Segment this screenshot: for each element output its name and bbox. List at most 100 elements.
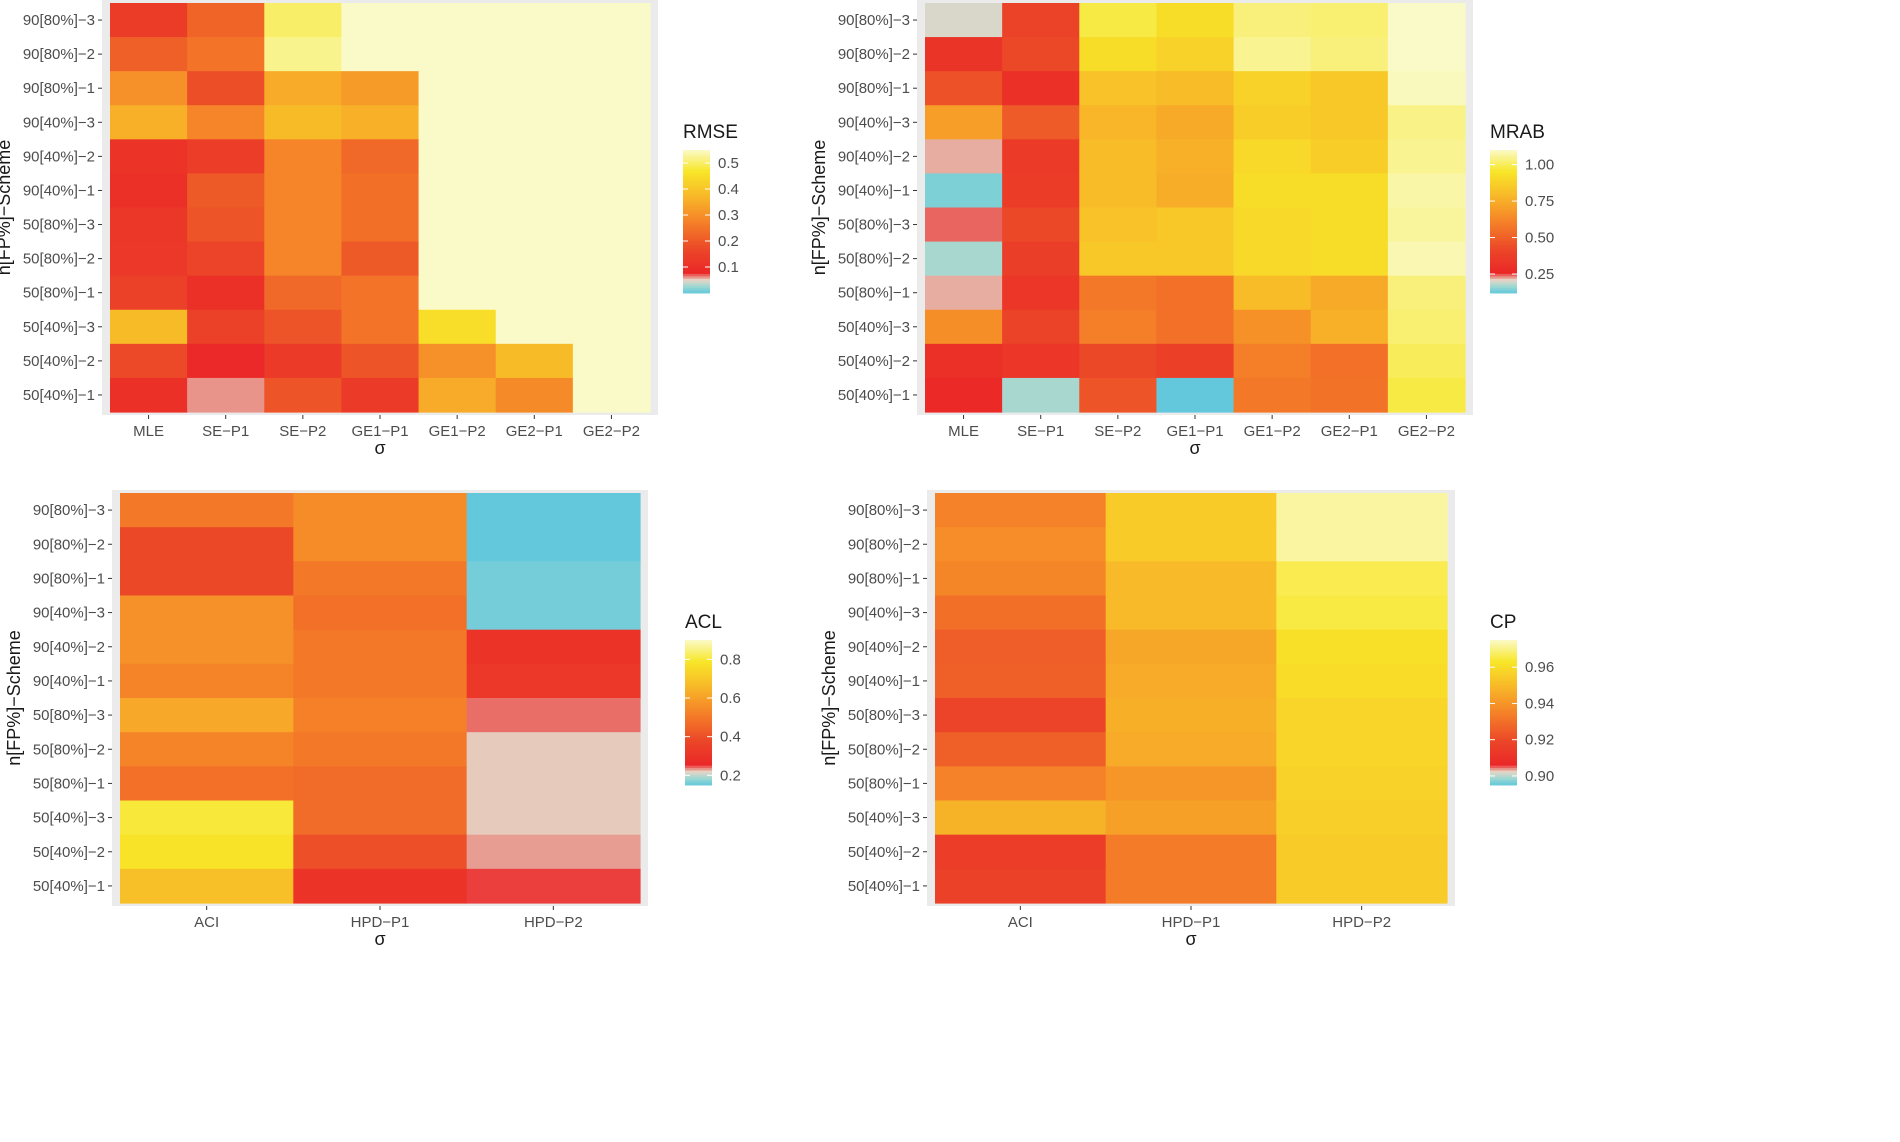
heatmap-tile: [495, 3, 574, 38]
heatmap-tile: [110, 343, 188, 379]
heatmap-tile: [935, 868, 1107, 904]
colorbar-segment: [1490, 777, 1517, 781]
heatmap-tile: [187, 37, 265, 72]
y-axis-title: n[FP%]−Scheme: [4, 630, 24, 766]
colorbar-segment: [685, 678, 712, 682]
colorbar-segment: [1490, 216, 1517, 220]
heatmap-tile: [1310, 3, 1389, 38]
heatmap-tile: [495, 105, 574, 140]
colorbar-segment: [1490, 736, 1517, 740]
colorbar-segment: [1490, 159, 1517, 163]
heatmap-tile: [1387, 241, 1466, 277]
legend-title: MRAB: [1490, 122, 1545, 143]
colorbar-segment: [1490, 262, 1517, 265]
colorbar-segment: [683, 276, 710, 280]
colorbar-segment: [685, 758, 712, 762]
heatmap-tile: [1387, 139, 1466, 175]
heatmap-tile: [341, 105, 420, 140]
y-tick-label: 50[80%]−3: [23, 217, 95, 234]
colorbar-segment: [685, 717, 712, 721]
colorbar-segment: [1490, 226, 1517, 230]
heatmap-tile: [1079, 105, 1158, 140]
y-tick-label: 50[40%]−1: [23, 387, 95, 404]
heatmap-tile: [1156, 37, 1235, 72]
colorbar-segment: [683, 262, 710, 265]
heatmap-tile: [187, 275, 265, 311]
heatmap-tile: [1387, 377, 1466, 413]
heatmap-tile: [1156, 139, 1235, 175]
heatmap-tile: [264, 3, 343, 38]
colorbar-segment: [1490, 273, 1517, 277]
heatmap-tile: [1156, 343, 1235, 379]
heatmap-tile: [1079, 309, 1158, 345]
legend-tick-label: 0.2: [720, 767, 741, 784]
colorbar-legend: MRAB 0.25 0.50 0.75 1.00: [1490, 122, 1554, 294]
colorbar-segment: [683, 197, 710, 201]
colorbar-segment: [685, 782, 712, 786]
heatmap-tile: [1002, 207, 1080, 243]
colorbar-segment: [683, 202, 710, 206]
y-tick-label: 90[40%]−1: [33, 673, 105, 690]
legend-tick-label: 0.2: [718, 233, 739, 250]
colorbar-segment: [1490, 671, 1517, 675]
heatmap-tile: [120, 732, 294, 767]
colorbar-segment: [685, 647, 712, 651]
heatmap-tile: [466, 595, 641, 631]
heatmap-tile: [466, 834, 641, 870]
colorbar-segment: [1490, 235, 1517, 239]
heatmap-tile: [1276, 561, 1448, 597]
colorbar-legend: ACL 0.2 0.4 0.6 0.8: [685, 612, 741, 786]
colorbar-segment: [1490, 150, 1517, 153]
heatmap-tile: [264, 71, 343, 106]
colorbar-segment: [1490, 714, 1517, 718]
colorbar-segment: [1490, 705, 1517, 709]
colorbar-segment: [1490, 647, 1517, 651]
heatmap-tile: [1233, 309, 1312, 345]
colorbar-segment: [1490, 247, 1517, 251]
colorbar-segment: [685, 652, 712, 655]
heatmap-tile: [120, 800, 294, 836]
colorbar-segment: [683, 214, 710, 218]
colorbar-segment: [683, 183, 710, 187]
colorbar-segment: [685, 695, 712, 699]
x-tick-label: GE1−P1: [351, 423, 408, 440]
heatmap-tile: [418, 241, 497, 277]
heatmap-tile: [120, 595, 294, 631]
heatmap-tile: [925, 275, 1003, 311]
colorbar-segment: [1490, 200, 1517, 203]
colorbar-segment: [1490, 197, 1517, 201]
colorbar-segment: [683, 192, 710, 196]
heatmap-tile: [572, 241, 651, 277]
heatmap-tile: [293, 732, 468, 767]
heatmap-tile: [1079, 207, 1158, 243]
heatmap-tile: [495, 309, 574, 345]
heatmap-tile: [120, 629, 294, 665]
colorbar-segment: [1490, 176, 1517, 180]
heatmap-tile: [110, 71, 188, 106]
heatmap-tile: [341, 377, 420, 413]
y-tick-label: 90[40%]−3: [23, 114, 95, 131]
colorbar-segment: [1490, 642, 1517, 646]
legend-tick-label: 1.00: [1525, 157, 1554, 174]
colorbar-segment: [1490, 164, 1517, 168]
heatmap-tile: [1105, 629, 1277, 665]
colorbar-segment: [1490, 185, 1517, 189]
heatmap-tile: [418, 173, 497, 209]
heatmap-tile: [418, 105, 497, 140]
heatmap-tile: [1276, 868, 1448, 904]
heatmap-tile: [1310, 275, 1389, 311]
heatmap-tile: [1002, 139, 1080, 175]
heatmap-tile: [187, 377, 265, 413]
colorbar-segment: [1490, 760, 1517, 764]
x-tick-label: GE1−P2: [1244, 423, 1301, 440]
x-tick-label: GE2−P1: [506, 423, 563, 440]
heatmap-tile: [1233, 377, 1312, 413]
heatmap-tile: [1310, 377, 1389, 413]
heatmap-panel-cp: 90[80%]−3 90[80%]−2 90[80%]−1 90[40%]−3 90[4…: [819, 490, 1554, 949]
legend-tick-label: 0.6: [720, 690, 741, 707]
heatmap-tile: [293, 834, 468, 870]
colorbar-segment: [1490, 211, 1517, 215]
y-tick-label: 50[40%]−2: [33, 844, 105, 861]
colorbar-segment: [1490, 152, 1517, 156]
y-tick-label: 50[80%]−1: [23, 285, 95, 302]
